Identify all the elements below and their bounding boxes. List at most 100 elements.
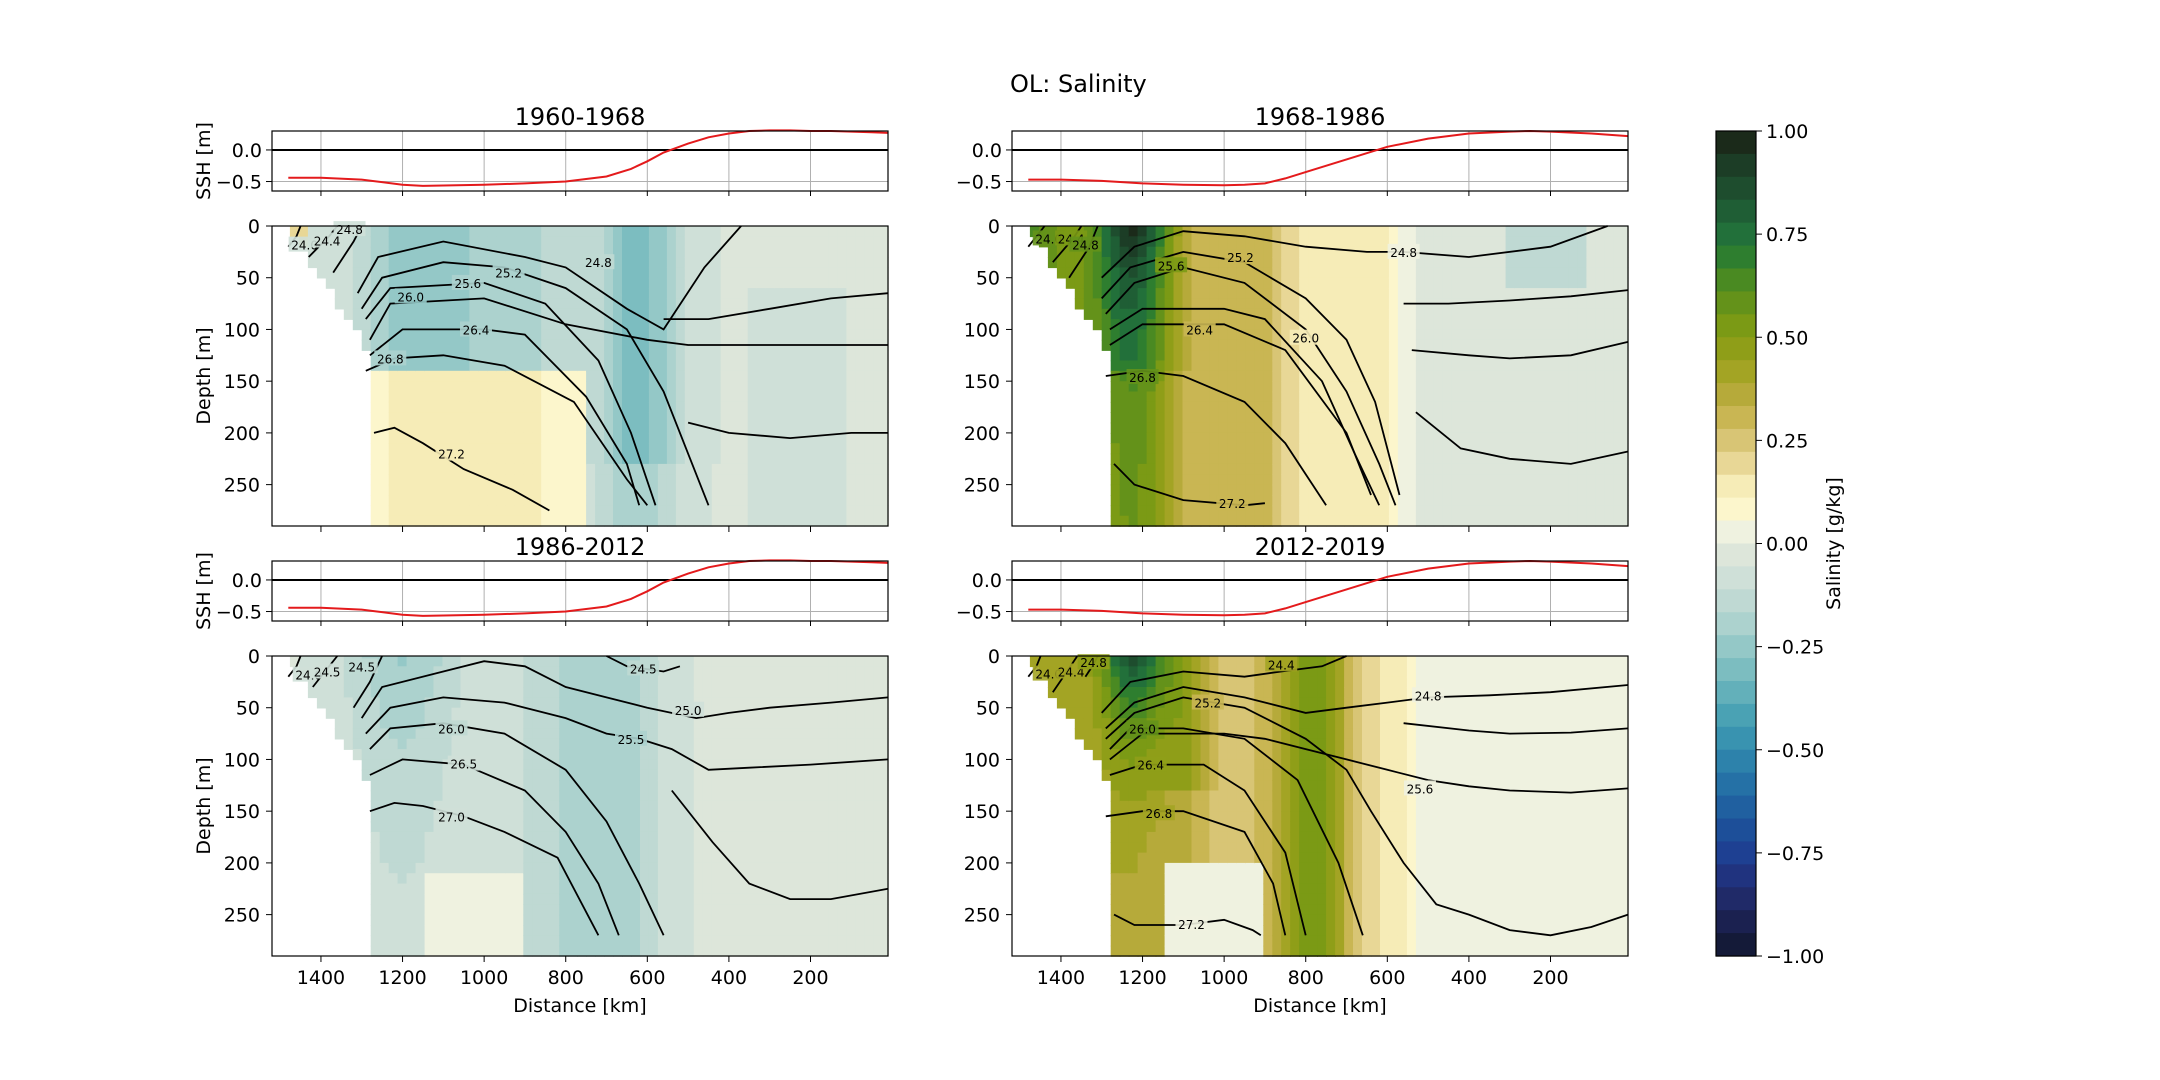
heatmap-cell — [613, 339, 623, 351]
heatmap-cell — [514, 925, 525, 937]
heatmap-cell — [846, 298, 857, 310]
heatmap-cell — [720, 925, 731, 937]
heatmap-cell — [487, 370, 498, 382]
heatmap-cell — [595, 463, 605, 475]
heatmap-cell — [738, 904, 749, 916]
heatmap-cell — [1577, 495, 1588, 507]
heatmap-cell — [684, 360, 695, 372]
heatmap-cell — [586, 893, 596, 905]
heatmap-cell — [693, 780, 704, 792]
heatmap-cell — [666, 718, 677, 730]
heatmap-cell — [1191, 432, 1202, 444]
heatmap-cell — [783, 370, 794, 382]
heatmap-cell — [1263, 308, 1274, 320]
heatmap-cell — [648, 432, 659, 444]
heatmap-cell — [370, 831, 381, 843]
heatmap-cell — [1335, 515, 1345, 527]
heatmap-cell — [1380, 463, 1390, 475]
heatmap-cell — [1604, 484, 1615, 496]
heatmap-cell — [487, 432, 498, 444]
heatmap-cell — [469, 728, 480, 740]
heatmap-cell — [451, 769, 462, 781]
heatmap-cell — [1182, 350, 1193, 362]
heatmap-cell — [1514, 443, 1525, 455]
heatmap-cell — [379, 687, 390, 699]
heatmap-cell — [1245, 422, 1256, 434]
heatmap-cell — [756, 893, 767, 905]
heatmap-cell — [451, 873, 462, 885]
heatmap-cell — [514, 656, 525, 668]
heatmap-cell — [1460, 226, 1471, 238]
heatmap-cell — [1119, 505, 1130, 517]
heatmap-cell — [577, 925, 587, 937]
heatmap-cell — [1433, 515, 1444, 527]
heatmap-cell — [819, 267, 830, 279]
heatmap-cell — [738, 298, 749, 310]
heatmap-cell — [532, 339, 543, 351]
heatmap-cell — [1613, 412, 1624, 424]
heatmap-cell — [1263, 391, 1274, 403]
heatmap-cell — [1505, 267, 1516, 279]
heatmap-cell — [631, 401, 641, 413]
heatmap-cell — [370, 914, 381, 926]
heatmap-cell — [469, 432, 480, 444]
heatmap-cell — [460, 707, 471, 719]
heatmap-cell — [1299, 298, 1309, 310]
heatmap-cell — [361, 697, 372, 709]
heatmap-cell — [738, 893, 749, 905]
heatmap-cell — [451, 246, 462, 258]
heatmap-cell — [819, 308, 830, 320]
heatmap-cell — [792, 515, 803, 527]
heatmap-cell — [1317, 391, 1327, 403]
heatmap-cell — [631, 852, 641, 864]
heatmap-cell — [496, 432, 507, 444]
heatmap-cell — [496, 904, 507, 916]
heatmap-cell — [541, 277, 551, 289]
heatmap-cell — [810, 298, 821, 310]
heatmap-cell — [622, 236, 632, 248]
heatmap-cell — [505, 412, 516, 424]
heatmap-cell — [1604, 412, 1615, 424]
heatmap-cell — [568, 484, 578, 496]
heatmap-cell — [442, 842, 453, 854]
heatmap-cell — [541, 914, 551, 926]
heatmap-cell — [568, 738, 578, 750]
heatmap-cell — [1371, 277, 1381, 289]
heatmap-cell — [505, 463, 516, 475]
heatmap-cell — [1164, 401, 1175, 413]
heatmap-cell — [1101, 226, 1112, 238]
heatmap-cell — [1326, 277, 1336, 289]
heatmap-cell — [648, 401, 659, 413]
heatmap-cell — [424, 401, 435, 413]
heatmap-cell — [657, 656, 668, 668]
heatmap-cell — [487, 515, 498, 527]
heatmap-cell — [657, 308, 668, 320]
heatmap-cell — [1613, 257, 1624, 269]
heatmap-cell — [873, 463, 884, 475]
heatmap-cell — [442, 474, 453, 486]
heatmap-cell — [1218, 339, 1229, 351]
heatmap-cell — [1406, 339, 1417, 351]
heatmap-cell — [388, 329, 399, 341]
heatmap-cell — [648, 453, 659, 465]
heatmap-cell — [622, 308, 632, 320]
heatmap-cell — [1406, 381, 1417, 393]
heatmap-cell — [442, 925, 453, 937]
heatmap-cell — [622, 914, 632, 926]
heatmap-cell — [388, 391, 399, 403]
heatmap-cell — [810, 412, 821, 424]
heatmap-cell — [496, 831, 507, 843]
heatmap-cell — [1236, 277, 1247, 289]
heatmap-cell — [1236, 339, 1247, 351]
heatmap-cell — [1541, 401, 1552, 413]
heatmap-cell — [1469, 391, 1480, 403]
heatmap-cell — [1586, 370, 1597, 382]
heatmap-cell — [631, 935, 641, 947]
heatmap-cell — [684, 862, 695, 874]
heatmap-cell — [1290, 370, 1300, 382]
heatmap-cell — [577, 329, 587, 341]
heatmap-cell — [568, 862, 578, 874]
heatmap-cell — [1344, 401, 1354, 413]
heatmap-cell — [1209, 246, 1220, 258]
heatmap-cell — [1128, 246, 1139, 258]
